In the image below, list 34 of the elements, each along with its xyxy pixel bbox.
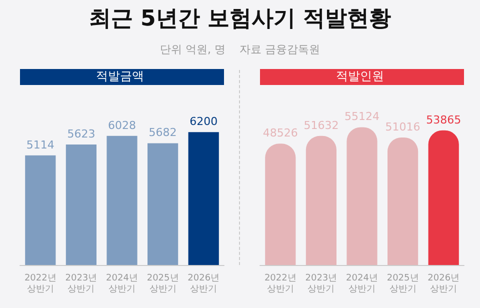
- x-tick-label: 2026년 상반기: [428, 274, 460, 294]
- bar: [148, 143, 178, 265]
- bar: [346, 127, 378, 265]
- x-tick-label: 2024년 상반기: [346, 274, 378, 294]
- data-label: 51632: [304, 118, 339, 132]
- data-label: 53865: [426, 113, 462, 126]
- data-label: 6028: [108, 118, 136, 132]
- x-tick-label: 2023년 상반기: [65, 274, 98, 294]
- text: 단위 억원, 명 자료 금융감독원: [160, 43, 320, 56]
- x-tick-label: 2022년 상반기: [24, 274, 56, 294]
- bar: [306, 136, 336, 265]
- bar: [25, 155, 56, 265]
- data-label: 6200: [190, 115, 218, 128]
- x-tick-label: 2025년 상반기: [146, 274, 179, 294]
- data-label: 5114: [26, 138, 54, 152]
- data-label: 55124: [344, 110, 380, 124]
- bar: [388, 137, 418, 265]
- bar: [106, 136, 138, 265]
- data-label: 5623: [67, 128, 96, 141]
- x-tick-label: 2022년 상반기: [264, 274, 296, 294]
- bar: [428, 130, 459, 265]
- data-label: 5682: [148, 126, 177, 140]
- chart-title: 적발금액: [96, 69, 144, 83]
- chart-title: 적발인원: [336, 69, 384, 83]
- x-tick-label: 2023년 상반기: [305, 274, 338, 294]
- x-tick-label: 2026년 상반기: [188, 274, 220, 294]
- bar: [188, 132, 219, 265]
- x-tick-label: 2025년 상반기: [386, 274, 419, 294]
- data-label: 51016: [385, 120, 420, 134]
- bar: [265, 144, 296, 265]
- data-label: 48526: [262, 126, 298, 140]
- bar: [66, 144, 96, 265]
- x-tick-label: 2024년 상반기: [106, 274, 138, 294]
- text: 최근 5년간 보험사기 적발현황: [88, 6, 392, 32]
